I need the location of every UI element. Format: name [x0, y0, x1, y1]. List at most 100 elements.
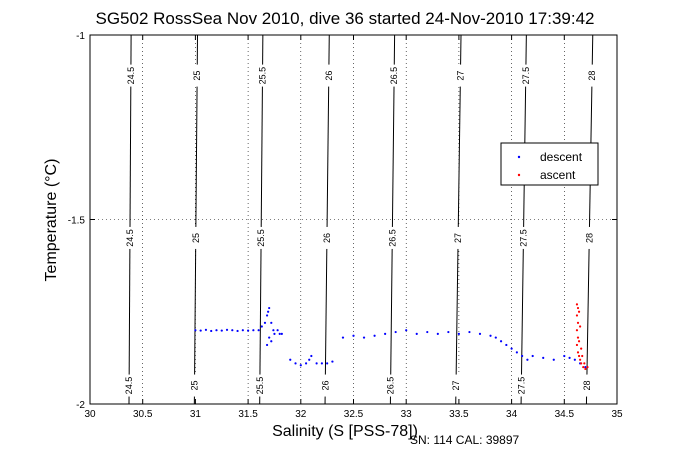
x-axis-ticks: 30 30.5 31 31.5 32 32.5 33 33.5 34 34.5 35 — [84, 35, 623, 420]
data-point-descent — [225, 328, 229, 331]
contour-label-bg — [254, 374, 265, 397]
data-point-descent — [494, 336, 497, 339]
contour-label-bg — [192, 64, 203, 87]
data-point-descent — [194, 329, 197, 332]
contour-label-bg — [189, 374, 200, 397]
density-contour-label: 26 — [320, 381, 330, 391]
data-point-descent — [505, 343, 508, 347]
data-point-descent — [289, 358, 292, 361]
density-contour-label: 24.5 — [124, 377, 134, 395]
data-point-descent — [478, 332, 482, 335]
y-tick-label: -1 — [76, 31, 85, 42]
density-contour-label: 26.5 — [386, 377, 396, 395]
data-point-descent — [252, 329, 255, 332]
legend: descent ascent — [500, 142, 599, 186]
data-point-descent — [273, 332, 276, 335]
contour-label-bg — [581, 374, 592, 397]
contour-label-bg — [256, 226, 267, 249]
density-contour-line — [455, 34, 462, 405]
density-contour-label: 27.5 — [518, 229, 528, 247]
y-tick-label: -1.5 — [68, 216, 86, 227]
data-point-descent — [447, 330, 450, 334]
x-tick-label: 35 — [611, 409, 623, 420]
data-point-ascent — [583, 362, 586, 365]
contour-label-bg — [451, 374, 462, 397]
chart-title: SG502 RossSea Nov 2010, dive 36 started … — [96, 9, 595, 28]
data-point-descent — [436, 332, 439, 335]
density-contour-line — [520, 34, 527, 405]
data-point-ascent — [580, 362, 583, 365]
data-point-ascent — [576, 321, 580, 324]
x-tick-label: 30.5 — [133, 409, 153, 420]
data-point-ascent — [575, 303, 579, 306]
contour-label-bg — [124, 226, 135, 249]
x-axis-label: Salinity (S [PSS-78]) — [272, 423, 418, 440]
contour-label-bg — [124, 374, 135, 397]
density-contour-label: 25.5 — [258, 67, 268, 85]
data-point-descent — [542, 356, 545, 359]
density-contour-label: 27.5 — [521, 67, 531, 85]
density-contour-label: 25.5 — [255, 377, 265, 395]
x-tick-label: 32 — [295, 409, 307, 420]
data-point-ascent — [586, 366, 589, 369]
density-contour-line — [389, 34, 396, 405]
data-point-descent — [247, 329, 250, 332]
data-point-descent — [326, 362, 329, 365]
contour-label-bg — [321, 226, 332, 249]
legend-label-descent: descent — [540, 150, 583, 164]
data-point-descent — [310, 354, 313, 358]
x-tick-label: 32.5 — [344, 409, 364, 420]
data-point-descent — [241, 329, 244, 332]
data-point-descent — [568, 356, 571, 359]
contour-label-bg — [257, 64, 268, 87]
data-point-descent — [489, 334, 492, 337]
data-point-descent — [299, 364, 302, 367]
data-point-descent — [267, 310, 270, 313]
x-tick-label: 31.5 — [238, 409, 258, 420]
legend-marker-descent — [517, 155, 521, 159]
legend-marker-ascent — [517, 173, 521, 177]
data-point-ascent — [577, 354, 581, 358]
data-point-descent — [265, 343, 269, 347]
density-contour-line — [128, 34, 132, 405]
x-tick-label: 34.5 — [555, 409, 575, 420]
x-tick-label: 33 — [401, 409, 413, 420]
density-contour-label: 24.5 — [125, 229, 135, 247]
contour-label-bg — [455, 64, 466, 87]
density-contour-label: 27 — [455, 71, 465, 81]
density-contour-label: 25 — [191, 233, 201, 243]
density-contour-label: 26 — [322, 233, 332, 243]
data-point-descent — [352, 334, 355, 337]
data-point-descent — [236, 329, 239, 333]
contour-label-bg — [453, 226, 464, 249]
data-point-descent — [394, 330, 397, 334]
y-axis-ticks: -2 -1.5 -1 — [68, 31, 617, 411]
data-point-descent — [199, 329, 202, 332]
contour-label-bg — [584, 226, 595, 249]
data-point-descent — [499, 340, 503, 343]
contour-label-bg — [190, 226, 201, 249]
x-tick-label: 34 — [506, 409, 518, 420]
data-point-descent — [573, 358, 576, 361]
contour-label-bg — [320, 374, 331, 397]
data-point-descent — [526, 358, 529, 361]
contour-label-bg — [385, 374, 396, 397]
density-contour-label: 25 — [192, 71, 202, 81]
data-point-ascent — [579, 325, 582, 328]
data-point-ascent — [580, 347, 583, 350]
data-point-ascent — [575, 343, 579, 347]
data-point-ascent — [577, 340, 581, 343]
data-points — [194, 303, 589, 371]
data-point-descent — [373, 334, 376, 337]
data-point-descent — [257, 329, 260, 332]
data-point-descent — [584, 366, 587, 369]
contour-label-bg — [323, 64, 334, 87]
data-point-descent — [260, 325, 263, 328]
x-tick-label: 30 — [84, 409, 96, 420]
data-point-descent — [308, 358, 311, 361]
data-point-descent — [276, 329, 279, 332]
x-tick-label: 31 — [190, 409, 202, 420]
contour-label-bg — [520, 64, 531, 87]
density-contour-label: 24.5 — [126, 67, 136, 85]
data-point-descent — [341, 336, 345, 339]
